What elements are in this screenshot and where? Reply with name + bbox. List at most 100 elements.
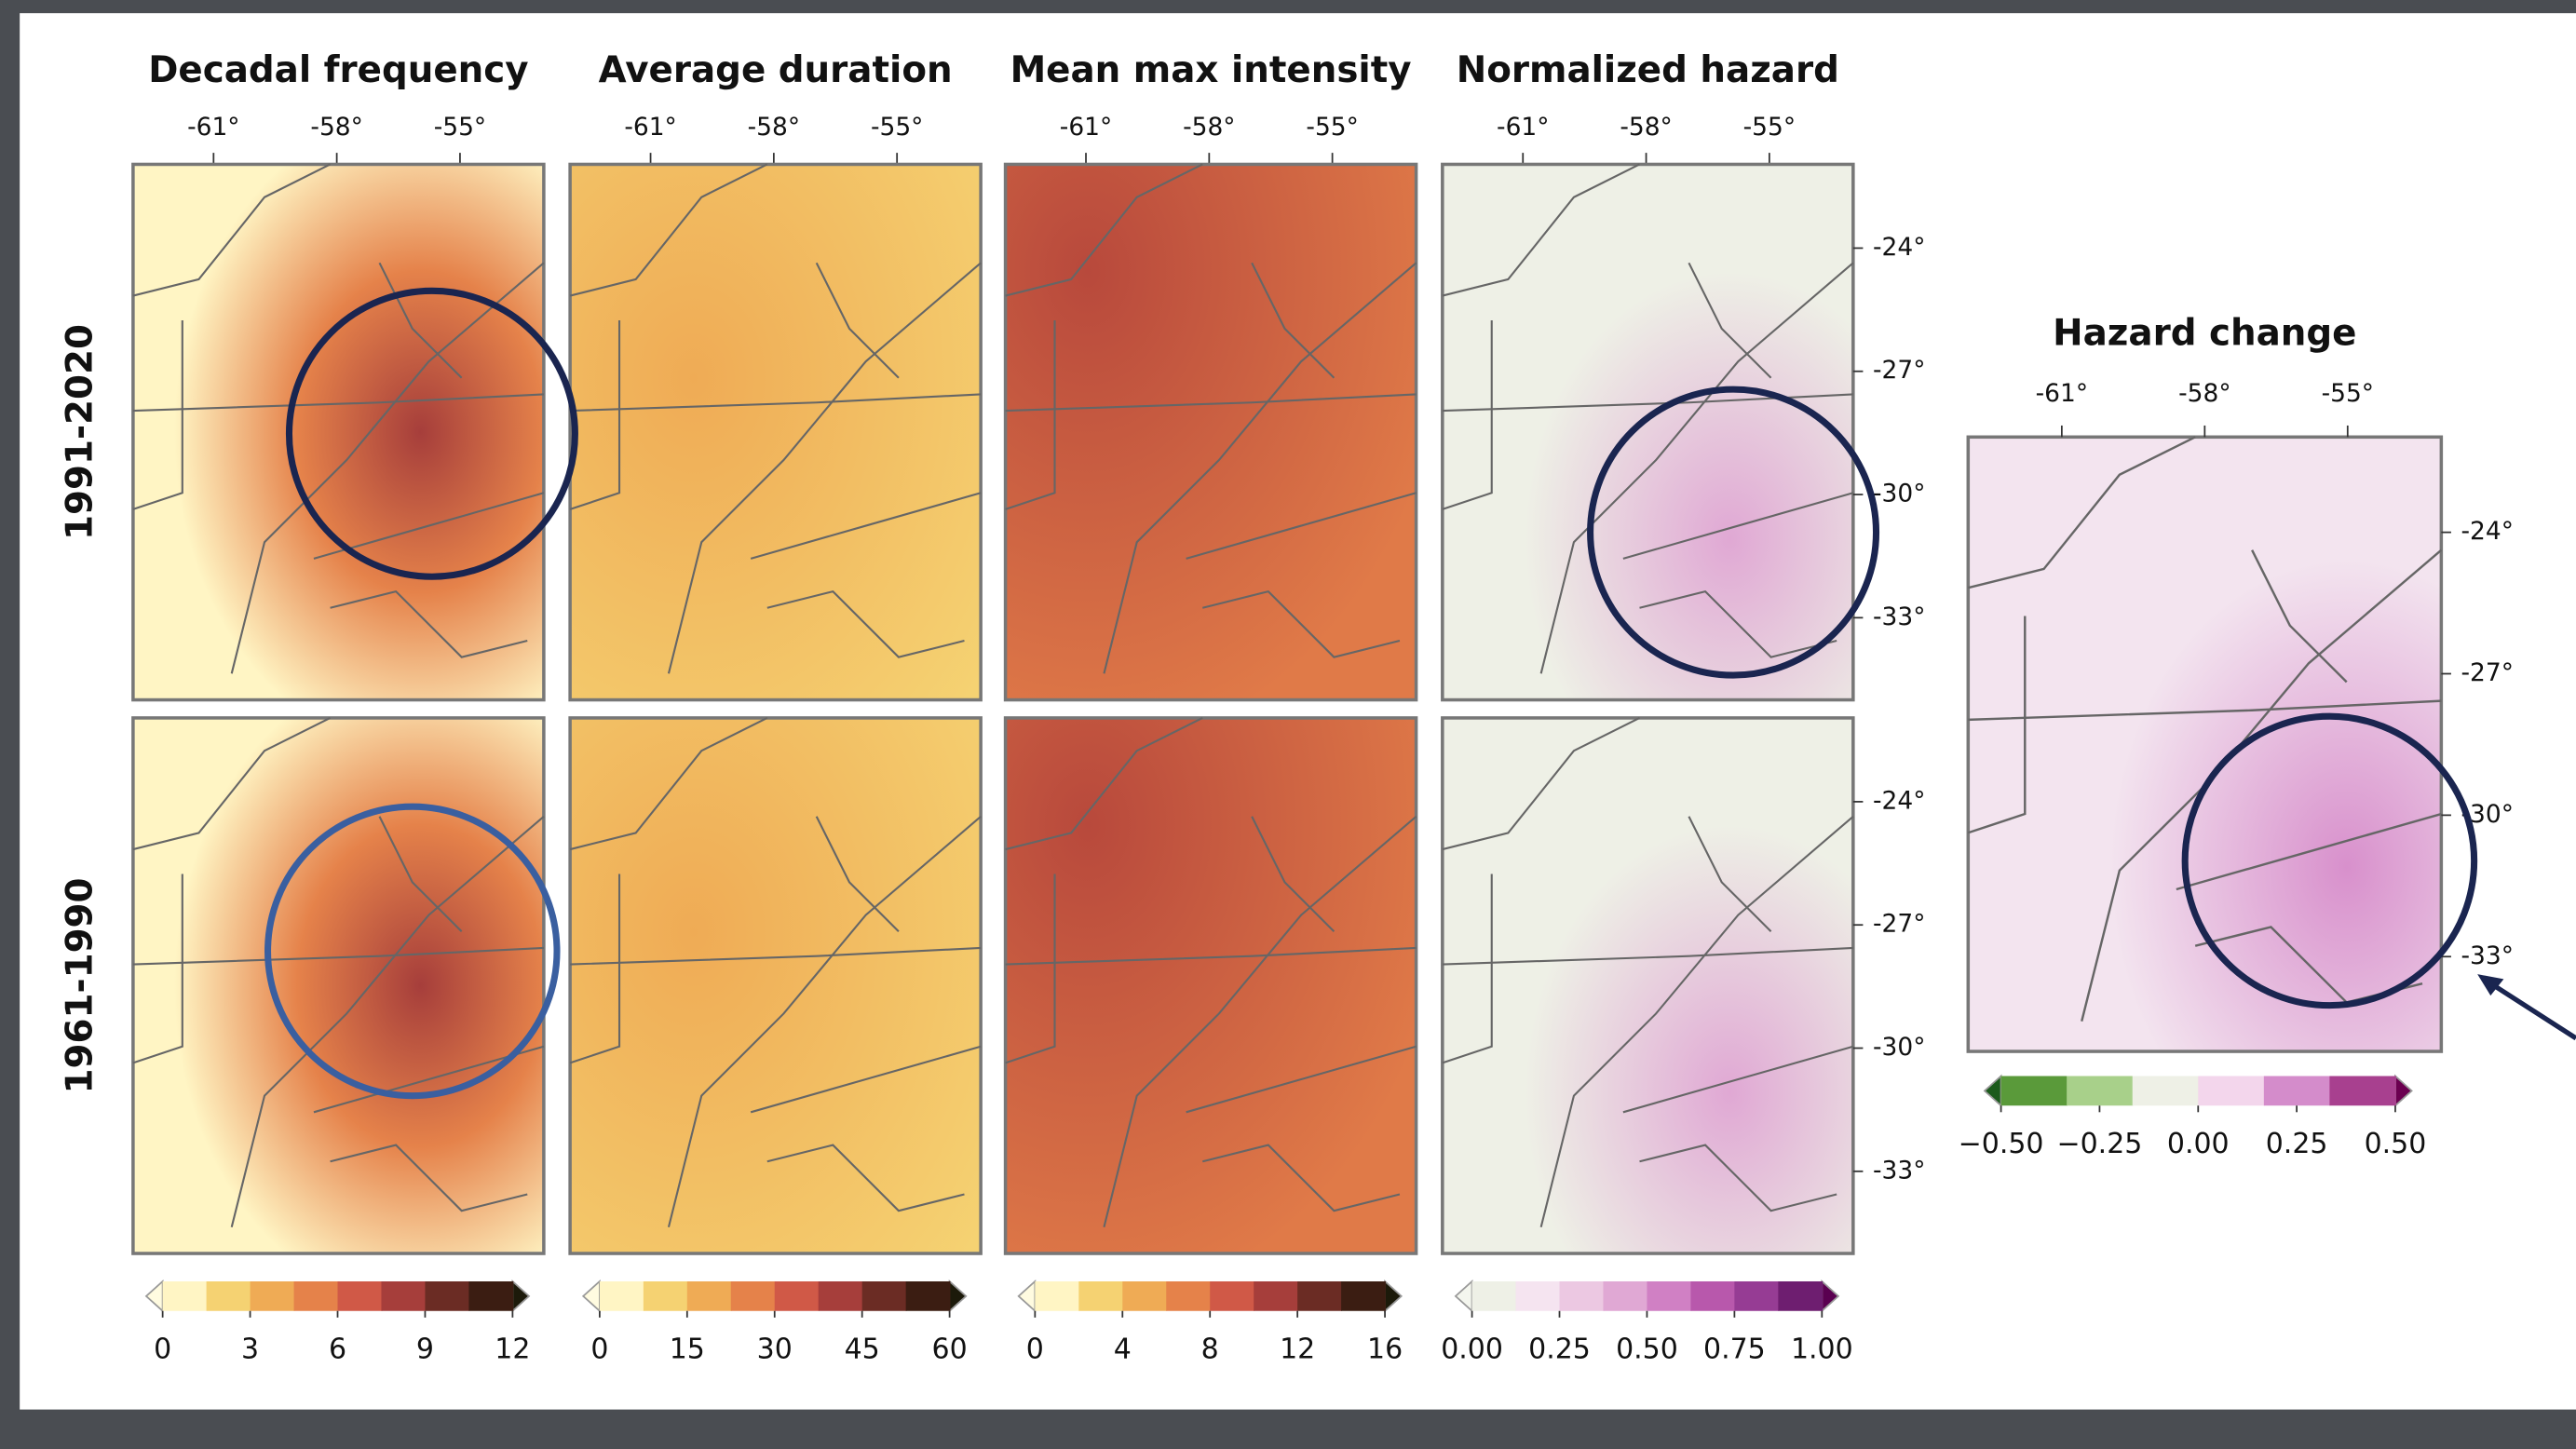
lon-tick-label: -58°: [2178, 379, 2230, 408]
colorbar-tick-label: −0.25: [2057, 1128, 2143, 1160]
row-label: 1991-2020: [60, 324, 102, 540]
colorbar-tick-label: 30: [757, 1334, 793, 1366]
colorbar-tick-label: 4: [1114, 1334, 1132, 1366]
colorbar-segment: [1210, 1281, 1254, 1311]
colorbar-tick-label: 0.25: [1528, 1334, 1591, 1366]
lon-tick-label: -55°: [2322, 379, 2374, 408]
colorbar-segment: [819, 1281, 863, 1311]
colorbar-segment: [775, 1281, 820, 1311]
colorbar-segment: [1472, 1281, 1517, 1311]
colorbar-segment: [1734, 1281, 1779, 1311]
colorbar-segment: [1516, 1281, 1561, 1311]
colorbar-tick-label: 60: [932, 1334, 968, 1366]
lon-tick-label: -58°: [1183, 113, 1235, 142]
map-raster: [570, 164, 981, 699]
map-raster: [1443, 718, 1853, 1253]
colorbar-tick-label: −0.50: [1959, 1128, 2044, 1160]
lon-tick-label: -61°: [1060, 113, 1112, 142]
colorbar-segment: [2329, 1077, 2395, 1106]
colorbar-tick-label: 3: [241, 1334, 259, 1366]
colorbar-segment: [687, 1281, 732, 1311]
row-label: 1961-1990: [60, 877, 102, 1093]
lat-tick-label: -33°: [1873, 603, 1925, 631]
colorbar-tick-label: 0.50: [2365, 1128, 2427, 1160]
map-raster: [1006, 718, 1417, 1253]
colorbar-segment: [425, 1281, 469, 1311]
map-raster: [1968, 437, 2441, 1051]
lon-tick-label: -58°: [748, 113, 800, 142]
colorbar-segment: [906, 1281, 951, 1311]
colorbar-tick-label: 0: [154, 1334, 171, 1366]
panel-title: Mean max intensity: [1010, 49, 1412, 91]
colorbar-tick-label: 0: [1026, 1334, 1044, 1366]
colorbar-segment: [644, 1281, 688, 1311]
colorbar-tick-label: 0: [590, 1334, 608, 1366]
colorbar-segment: [1166, 1281, 1211, 1311]
colorbar-tick-label: 0.00: [1441, 1334, 1503, 1366]
colorbar-segment: [1078, 1281, 1123, 1311]
colorbar-tick-label: 0.25: [2266, 1128, 2328, 1160]
panel-title: Decadal frequency: [148, 49, 528, 91]
panel-title: Average duration: [599, 49, 953, 91]
colorbar-segment: [2264, 1077, 2330, 1106]
colorbar-tick-label: 16: [1367, 1334, 1403, 1366]
colorbar-segment: [163, 1281, 208, 1311]
panel-title: Hazard change: [2053, 312, 2356, 354]
colorbar-segment: [1690, 1281, 1735, 1311]
lon-tick-label: -58°: [1620, 113, 1672, 142]
map-raster: [133, 718, 544, 1253]
colorbar-segment: [1035, 1281, 1079, 1311]
colorbar-segment: [600, 1281, 644, 1311]
colorbar-segment: [468, 1281, 513, 1311]
colorbar-tick-label: 1.00: [1791, 1334, 1853, 1366]
figure: Decadal frequency -61° -58° -55° 0 3 6 9 12 Avera…: [0, 0, 2576, 1449]
colorbar-segment: [1341, 1281, 1386, 1311]
colorbar-tick-label: 0.00: [2167, 1128, 2230, 1160]
lon-tick-label: -55°: [1743, 113, 1796, 142]
colorbar-tick-label: 45: [845, 1334, 880, 1366]
colorbar-segment: [1603, 1281, 1647, 1311]
lon-tick-label: -55°: [434, 113, 486, 142]
colorbar-tick-label: 12: [495, 1334, 530, 1366]
lat-tick-label: -27°: [1873, 910, 1925, 939]
map-raster: [570, 718, 981, 1253]
lat-tick-label: -24°: [1873, 786, 1925, 815]
lat-tick-label: -30°: [1873, 1033, 1925, 1062]
lon-tick-label: -61°: [2036, 379, 2088, 408]
lat-tick-label: -24°: [1873, 233, 1925, 262]
lat-tick-label: -30°: [1873, 480, 1925, 508]
colorbar-segment: [1647, 1281, 1691, 1311]
colorbar-segment: [1297, 1281, 1342, 1311]
colorbar-segment: [2133, 1077, 2199, 1106]
lon-tick-label: -61°: [624, 113, 676, 142]
colorbar-tick-label: 9: [416, 1334, 434, 1366]
lon-tick-label: -61°: [1497, 113, 1549, 142]
colorbar-tick-label: 6: [329, 1334, 346, 1366]
map-raster: [133, 164, 544, 699]
colorbar-segment: [1122, 1281, 1167, 1311]
lon-tick-label: -55°: [1306, 113, 1358, 142]
lon-tick-label: -55°: [871, 113, 923, 142]
colorbar-segment: [862, 1281, 907, 1311]
map-raster: [1006, 164, 1417, 699]
colorbar-segment: [294, 1281, 339, 1311]
lat-tick-label: -33°: [2461, 941, 2514, 970]
lon-tick-label: -61°: [187, 113, 239, 142]
colorbar-segment: [731, 1281, 776, 1311]
lat-tick-label: -24°: [2461, 517, 2514, 546]
lat-tick-label: -33°: [1873, 1156, 1925, 1185]
map-raster: [1443, 164, 1853, 699]
colorbar-tick-label: 0.75: [1703, 1334, 1766, 1366]
lat-tick-label: -27°: [1873, 356, 1925, 385]
colorbar-tick-label: 8: [1201, 1334, 1219, 1366]
colorbar-segment: [251, 1281, 295, 1311]
colorbar-segment: [1254, 1281, 1298, 1311]
colorbar-segment: [1778, 1281, 1823, 1311]
lon-tick-label: -58°: [310, 113, 362, 142]
colorbar-segment: [2067, 1077, 2133, 1106]
colorbar-segment: [381, 1281, 426, 1311]
colorbar-segment: [207, 1281, 251, 1311]
colorbar-segment: [2001, 1077, 2068, 1106]
page: {"panels":[ {"title":"Decadal frequency"…: [0, 0, 2576, 1449]
lat-tick-label: -27°: [2461, 658, 2514, 687]
